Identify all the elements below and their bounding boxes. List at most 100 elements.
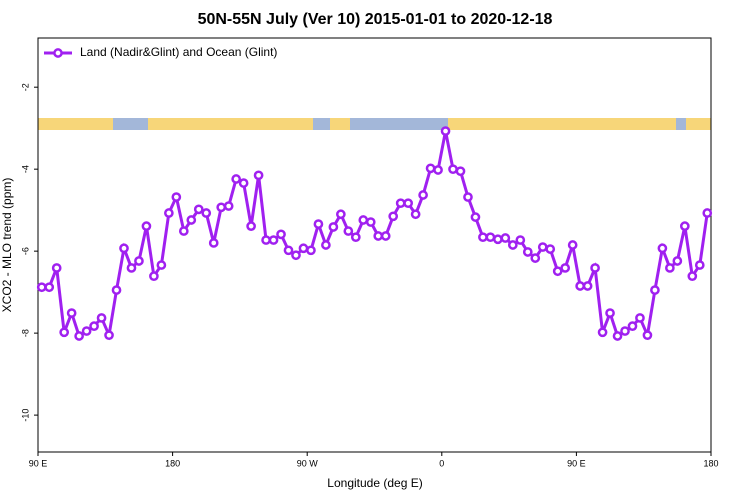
data-point bbox=[193, 204, 204, 215]
y-axis-label: XCO2 - MLO trend (ppm) bbox=[0, 178, 14, 313]
data-point bbox=[597, 327, 608, 338]
data-point bbox=[81, 326, 92, 336]
data-point bbox=[208, 238, 219, 248]
data-point bbox=[388, 211, 399, 222]
data-point bbox=[134, 256, 144, 266]
data-point bbox=[216, 202, 227, 213]
x-tick-label: 90 E bbox=[567, 458, 586, 468]
data-point bbox=[246, 221, 256, 231]
data-point bbox=[365, 217, 376, 227]
data-point bbox=[605, 308, 615, 318]
x-tick-label: 180 bbox=[165, 458, 180, 468]
x-tick-label: 0 bbox=[439, 458, 444, 468]
data-point bbox=[657, 243, 668, 254]
data-point bbox=[575, 281, 585, 291]
y-tick-label: -8 bbox=[20, 329, 30, 337]
x-tick-label: 90 E bbox=[29, 458, 48, 468]
data-point bbox=[642, 330, 653, 341]
data-point bbox=[694, 260, 705, 270]
data-point bbox=[336, 209, 346, 220]
data-point bbox=[328, 222, 339, 232]
data-point bbox=[552, 266, 563, 277]
data-point bbox=[515, 235, 526, 245]
data-point bbox=[582, 281, 593, 291]
data-point bbox=[253, 170, 264, 181]
data-point bbox=[537, 242, 548, 252]
legend-marker bbox=[53, 48, 63, 58]
data-point bbox=[66, 308, 77, 318]
data-point bbox=[343, 226, 354, 236]
data-point bbox=[380, 231, 391, 241]
data-point bbox=[350, 232, 361, 243]
data-point bbox=[306, 245, 316, 256]
data-point bbox=[507, 240, 518, 250]
data-point bbox=[500, 233, 511, 243]
x-tick-label: 90 W bbox=[297, 458, 319, 468]
data-point bbox=[635, 313, 645, 323]
data-point bbox=[679, 221, 690, 231]
data-point bbox=[702, 208, 713, 218]
data-point bbox=[321, 240, 331, 250]
data-point bbox=[530, 253, 541, 263]
data-point bbox=[470, 212, 481, 222]
data-point bbox=[410, 209, 421, 220]
chart-title: 50N-55N July (Ver 10) 2015-01-01 to 2020… bbox=[198, 11, 553, 28]
data-point bbox=[567, 240, 578, 250]
data-point bbox=[627, 321, 638, 332]
data-point bbox=[650, 285, 660, 295]
data-point bbox=[36, 282, 47, 293]
data-point bbox=[283, 245, 294, 256]
data-point bbox=[463, 192, 473, 202]
plot-frame bbox=[37, 37, 712, 453]
data-point bbox=[485, 232, 496, 243]
data-point bbox=[44, 282, 55, 293]
data-point bbox=[268, 235, 279, 245]
data-point bbox=[440, 126, 451, 136]
data-point bbox=[298, 243, 309, 254]
data-point bbox=[560, 263, 571, 273]
data-point bbox=[201, 208, 212, 218]
data-point bbox=[149, 271, 159, 282]
data-point bbox=[403, 198, 413, 209]
data-point bbox=[51, 263, 62, 273]
x-axis-label: Longitude (deg E) bbox=[327, 476, 422, 490]
data-point bbox=[74, 331, 84, 341]
data-point bbox=[96, 313, 107, 323]
data-point bbox=[448, 164, 458, 175]
y-tick-label: -6 bbox=[20, 247, 30, 255]
data-point bbox=[111, 285, 122, 295]
data-point bbox=[231, 174, 242, 184]
data-point bbox=[395, 198, 406, 209]
data-point bbox=[276, 229, 286, 240]
data-point bbox=[433, 165, 443, 175]
data-point bbox=[178, 226, 189, 236]
legend-label: Land (Nadir&Glint) and Ocean (Glint) bbox=[80, 45, 277, 59]
x-tick-label: 180 bbox=[703, 458, 718, 468]
y-tick-label: -2 bbox=[20, 83, 30, 91]
data-point bbox=[313, 219, 324, 229]
data-point bbox=[672, 256, 683, 266]
data-point bbox=[89, 321, 99, 332]
data-point bbox=[418, 190, 428, 200]
data-point bbox=[493, 234, 503, 245]
data-point bbox=[478, 232, 488, 243]
y-tick-label: -10 bbox=[20, 409, 30, 422]
land-ocean-band bbox=[38, 118, 711, 130]
data-point bbox=[126, 263, 137, 273]
data-point bbox=[238, 178, 249, 188]
y-tick-label: -4 bbox=[20, 165, 30, 173]
data-point bbox=[522, 247, 533, 257]
data-point bbox=[156, 260, 167, 270]
data-point bbox=[171, 192, 182, 202]
data-point bbox=[59, 327, 70, 338]
data-point bbox=[590, 263, 600, 273]
data-point bbox=[373, 231, 384, 241]
data-point bbox=[612, 331, 623, 341]
data-point bbox=[119, 243, 129, 254]
data-point bbox=[665, 263, 675, 273]
data-point bbox=[223, 201, 234, 211]
data-point bbox=[261, 235, 271, 245]
data-point bbox=[620, 326, 630, 336]
data-point bbox=[455, 166, 466, 177]
